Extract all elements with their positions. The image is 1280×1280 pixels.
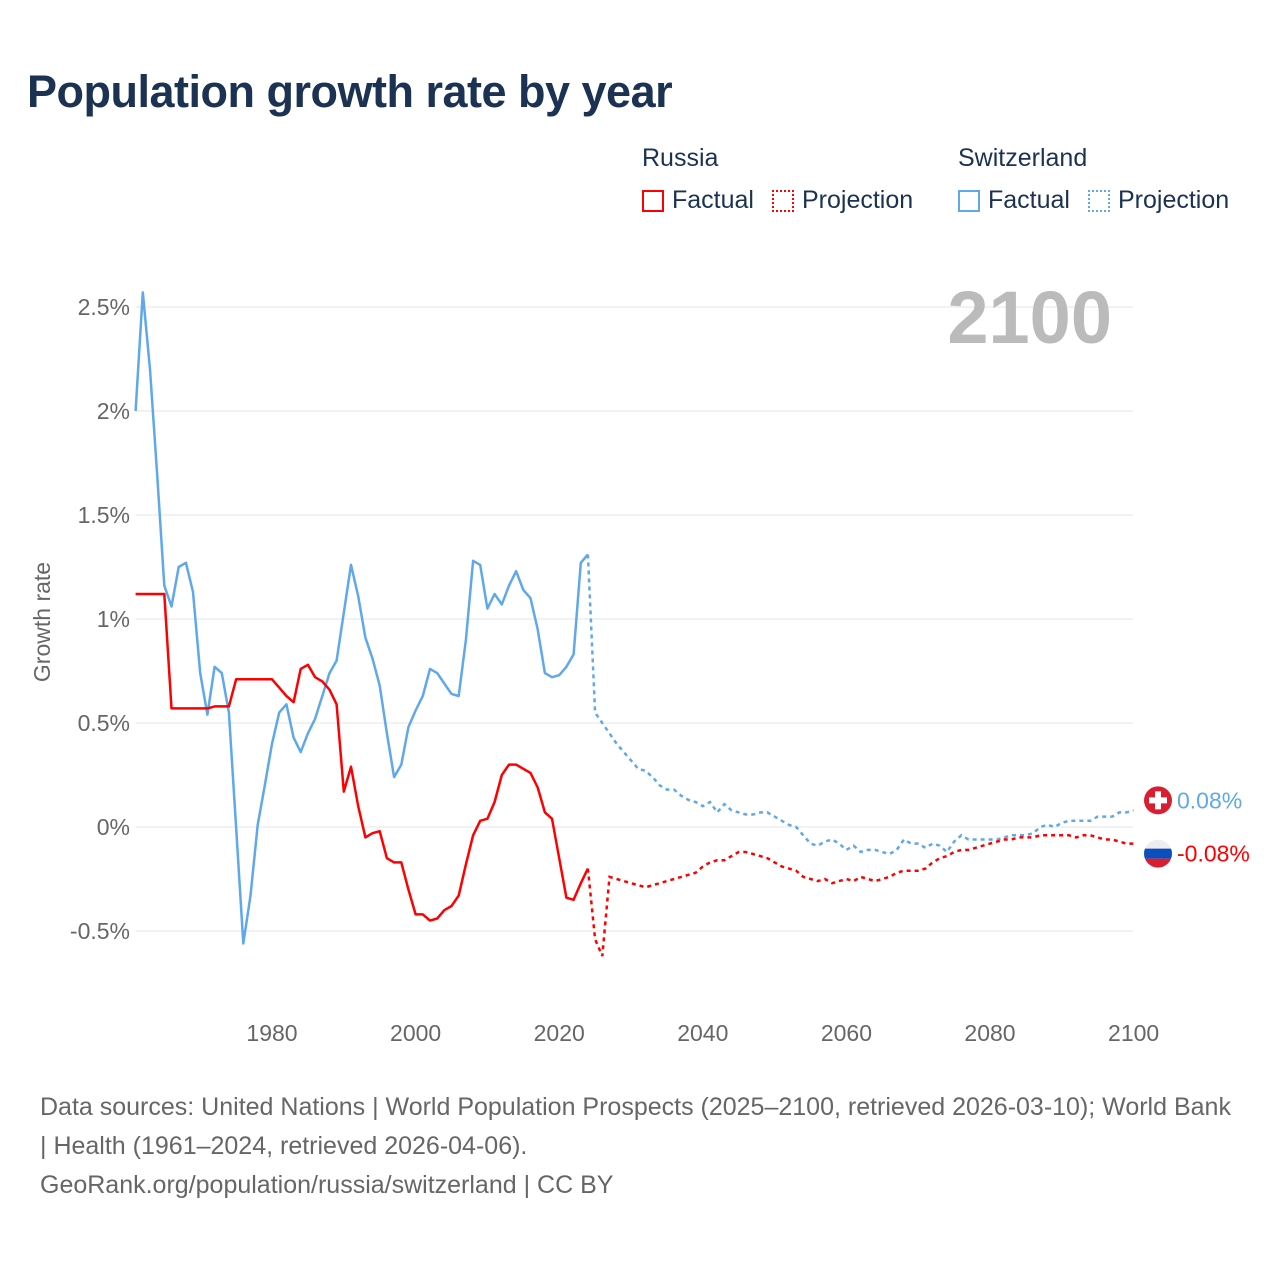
x-tick-label: 2020 <box>534 1020 585 1046</box>
russia-flag-red <box>1144 858 1172 868</box>
legend-russia-factual[interactable]: Factual <box>672 186 754 214</box>
legend-russia-projection[interactable]: Projection <box>801 186 914 214</box>
x-tick-label: 1980 <box>246 1020 297 1046</box>
x-tick-label: 2100 <box>1108 1020 1159 1046</box>
data-sources: Data sources: United Nations | World Pop… <box>40 1093 1231 1160</box>
y-tick-label: 0% <box>97 814 130 840</box>
legend-swatch-russia-projection <box>771 189 794 212</box>
swiss-flag-icon <box>1144 786 1172 815</box>
x-tick-label: 2060 <box>821 1020 872 1046</box>
russia-flag-blue <box>1144 848 1172 859</box>
russian-flag-icon <box>1144 839 1172 868</box>
switzerland-end-value: 0.08% <box>1177 787 1242 813</box>
source-link[interactable]: GeoRank.org/population/russia/switzerlan… <box>40 1171 614 1199</box>
chart-plot-area: 2.5% 2% 1.5% 1% 0.5% 0% -0.5% 1980 2000 2020 2040 2… <box>29 276 1250 1046</box>
legend-switzerland-title: Switzerland <box>958 144 1088 172</box>
chart-title: Population growth rate by year <box>27 66 673 117</box>
x-tick-label: 2000 <box>390 1020 441 1046</box>
russia-end-value: -0.08% <box>1177 841 1250 867</box>
y-tick-label: 2.5% <box>78 294 130 320</box>
swiss-cross-horizontal <box>1149 797 1167 804</box>
legend-swatch-russia-factual <box>642 189 664 212</box>
current-year-label: 2100 <box>947 276 1112 359</box>
russia-factual-line <box>135 592 590 922</box>
legend-russia: Russia Factual Projection <box>642 144 913 215</box>
footer: Data sources: United Nations | World Pop… <box>40 1088 1240 1205</box>
y-tick-label: 0.5% <box>78 710 130 736</box>
legend-switzerland-projection[interactable]: Projection <box>1117 186 1230 214</box>
legend-switzerland: Switzerland Factual Projection <box>958 144 1229 215</box>
x-tick-label: 2080 <box>964 1020 1015 1046</box>
y-tick-label: -0.5% <box>70 918 130 944</box>
switzerland-factual-line <box>134 291 589 945</box>
russia-flag-white <box>1144 839 1172 850</box>
legend-swatch-switzerland-factual <box>958 189 980 212</box>
russia-projection-line <box>586 834 1134 957</box>
y-tick-label: 1% <box>97 606 130 632</box>
y-tick-label: 2% <box>97 398 130 424</box>
y-tick-label: 1.5% <box>78 502 130 528</box>
y-axis-label: Growth rate <box>29 562 55 682</box>
legend-switzerland-factual[interactable]: Factual <box>988 186 1070 214</box>
switzerland-projection-line <box>586 554 1134 856</box>
legend-swatch-switzerland-projection <box>1087 189 1110 212</box>
legend-russia-title: Russia <box>642 144 719 172</box>
x-tick-label: 2040 <box>677 1020 728 1046</box>
